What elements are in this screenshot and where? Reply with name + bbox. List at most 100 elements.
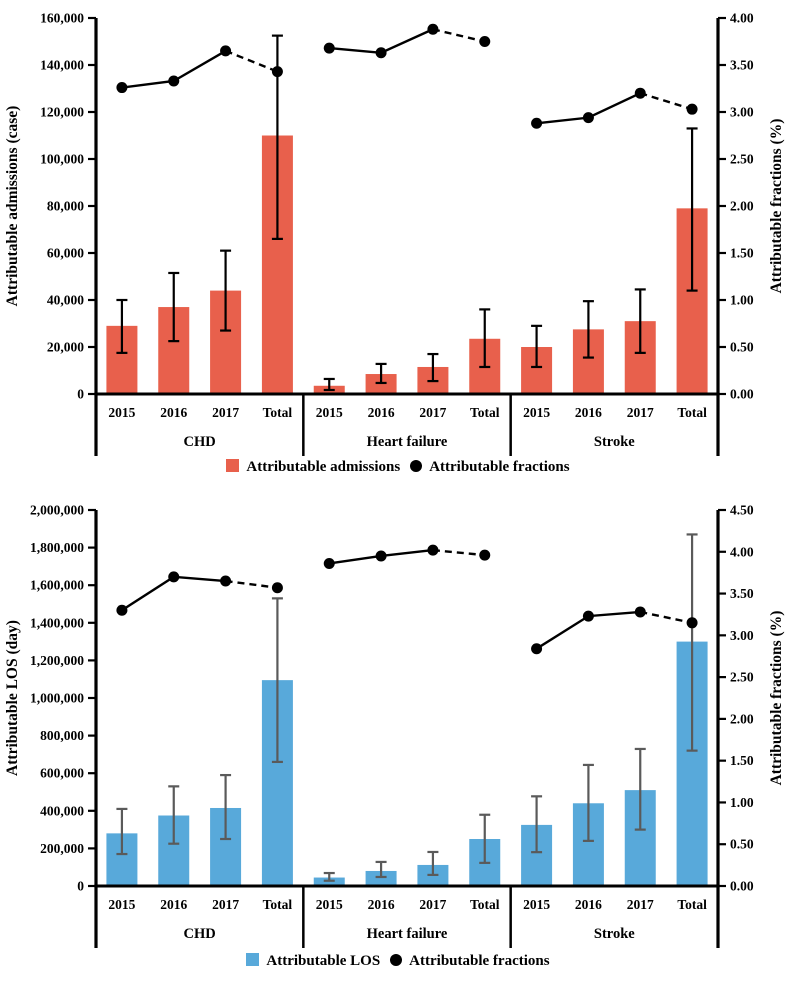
right-tick-label: 0.00 bbox=[730, 879, 754, 894]
admissions-legend-swatch bbox=[226, 459, 240, 472]
year-label: Total bbox=[677, 897, 707, 912]
fraction-dot-chd-2015 bbox=[116, 604, 128, 616]
fraction-dot-stroke-2017 bbox=[634, 606, 646, 618]
fraction-line-dashed-chd bbox=[225, 579, 278, 589]
y-axis-label-right: Attributable fractions (%) bbox=[768, 611, 785, 786]
right-tick-label: 4.00 bbox=[730, 11, 754, 26]
year-label: Total bbox=[470, 897, 500, 912]
los-legend-swatch bbox=[246, 953, 260, 966]
year-label: 2017 bbox=[627, 897, 654, 912]
left-tick-label: 200,000 bbox=[40, 841, 84, 856]
y-axis-label-left: Attributable admissions (case) bbox=[4, 106, 21, 307]
year-label: Total bbox=[677, 405, 707, 420]
admissions-chart: 0 20,000 40,000 60,000 80,000 100,000 120,000 1… bbox=[4, 11, 785, 456]
fraction-line-dashed-heart-failure bbox=[432, 28, 486, 43]
left-tick-label: 120,000 bbox=[40, 105, 84, 120]
fraction-dot-stroke-2015 bbox=[531, 117, 543, 129]
left-tick-label: 800,000 bbox=[40, 728, 84, 743]
fraction-line-dashed-stroke bbox=[640, 610, 693, 624]
right-tick-label: 2.00 bbox=[730, 199, 754, 214]
fraction-dot-chd-2017 bbox=[220, 45, 232, 57]
year-label: 2016 bbox=[575, 897, 602, 912]
left-tick-label: 20,000 bbox=[47, 340, 84, 355]
left-tick-label: 60,000 bbox=[47, 246, 84, 261]
group-label-chd: CHD bbox=[184, 926, 216, 942]
fraction-dot-stroke-total bbox=[686, 617, 698, 629]
right-tick-label: 1.50 bbox=[730, 753, 754, 768]
left-tick-label: 1,400,000 bbox=[30, 615, 84, 630]
year-label: Total bbox=[263, 897, 293, 912]
fraction-dot-stroke-2015 bbox=[531, 643, 543, 655]
fraction-dot-chd-2016 bbox=[168, 75, 180, 87]
left-tick-label: 40,000 bbox=[47, 293, 84, 308]
fraction-dot-heart-failure-2015 bbox=[323, 557, 335, 569]
year-label: 2017 bbox=[212, 405, 239, 420]
y-axis-label-right: Attributable fractions (%) bbox=[768, 119, 785, 294]
admissions-legend-line-label: Attributable fractions bbox=[429, 459, 570, 475]
left-tick-label: 2,000,000 bbox=[30, 503, 84, 518]
left-tick-label: 80,000 bbox=[47, 199, 84, 214]
right-tick-label: 2.50 bbox=[730, 670, 754, 685]
los-legend-bar-label: Attributable LOS bbox=[266, 953, 381, 969]
left-tick-label: 1,800,000 bbox=[30, 540, 84, 555]
right-tick-label: 0.00 bbox=[730, 387, 754, 402]
left-tick-label: 100,000 bbox=[40, 152, 84, 167]
y-axis-label-left: Attributable LOS (day) bbox=[4, 620, 21, 776]
left-tick-label: 1,000,000 bbox=[30, 691, 84, 706]
fraction-dot-stroke-2016 bbox=[582, 610, 594, 622]
year-label: Total bbox=[263, 405, 293, 420]
bar-heart-failure-2016 bbox=[365, 870, 397, 886]
fraction-dot-chd-total bbox=[271, 582, 283, 594]
year-label: 2016 bbox=[368, 897, 395, 912]
fraction-line-dashed-stroke bbox=[639, 92, 693, 111]
year-label: 2017 bbox=[419, 405, 446, 420]
los-legend: Attributable LOS Attributable fractions bbox=[0, 953, 796, 970]
fraction-line-dashed-chd bbox=[225, 49, 278, 73]
year-label: 2017 bbox=[419, 897, 446, 912]
year-label: Total bbox=[470, 405, 500, 420]
year-label: 2016 bbox=[575, 405, 602, 420]
right-tick-label: 1.00 bbox=[730, 795, 754, 810]
right-tick-label: 3.50 bbox=[730, 58, 754, 73]
fraction-line-dashed-heart-failure bbox=[432, 548, 485, 557]
right-tick-label: 1.00 bbox=[730, 293, 754, 308]
fraction-dot-stroke-total bbox=[686, 103, 698, 115]
year-label: 2015 bbox=[316, 405, 343, 420]
left-tick-label: 140,000 bbox=[40, 58, 84, 73]
fraction-dot-stroke-2016 bbox=[582, 112, 594, 124]
year-label: 2015 bbox=[108, 405, 135, 420]
fraction-dot-chd-total bbox=[271, 66, 283, 78]
fraction-dot-heart-failure-2017 bbox=[427, 544, 439, 556]
fraction-dot-chd-2017 bbox=[220, 575, 232, 587]
year-label: 2016 bbox=[160, 405, 187, 420]
right-tick-label: 1.50 bbox=[730, 246, 754, 261]
left-tick-label: 0 bbox=[77, 879, 84, 894]
right-tick-label: 3.00 bbox=[730, 105, 754, 120]
right-tick-label: 4.50 bbox=[730, 503, 754, 518]
fraction-dot-heart-failure-2015 bbox=[323, 42, 335, 54]
right-tick-label: 0.50 bbox=[730, 340, 754, 355]
right-tick-label: 4.00 bbox=[730, 544, 754, 559]
fractions-legend-dot bbox=[390, 954, 403, 966]
fraction-dot-chd-2015 bbox=[116, 82, 128, 94]
year-label: 2016 bbox=[160, 897, 187, 912]
left-tick-label: 400,000 bbox=[40, 803, 84, 818]
left-tick-label: 160,000 bbox=[40, 11, 84, 26]
fractions-legend-dot bbox=[410, 460, 423, 472]
fraction-dot-heart-failure-total bbox=[479, 549, 491, 561]
fraction-dot-heart-failure-2016 bbox=[375, 550, 387, 562]
right-tick-label: 2.00 bbox=[730, 711, 754, 726]
fraction-dot-chd-2016 bbox=[168, 571, 180, 583]
los-legend-line-label: Attributable fractions bbox=[409, 953, 550, 969]
group-label-stroke: Stroke bbox=[594, 434, 635, 450]
group-label-heart-failure: Heart failure bbox=[367, 926, 448, 942]
year-label: 2017 bbox=[212, 897, 239, 912]
year-label: 2015 bbox=[316, 897, 343, 912]
year-label: 2015 bbox=[523, 897, 550, 912]
right-tick-label: 3.00 bbox=[730, 628, 754, 643]
fraction-dot-heart-failure-2016 bbox=[375, 47, 387, 59]
left-tick-label: 0 bbox=[77, 387, 84, 402]
left-tick-label: 1,600,000 bbox=[30, 578, 84, 593]
right-tick-label: 2.50 bbox=[730, 152, 754, 167]
